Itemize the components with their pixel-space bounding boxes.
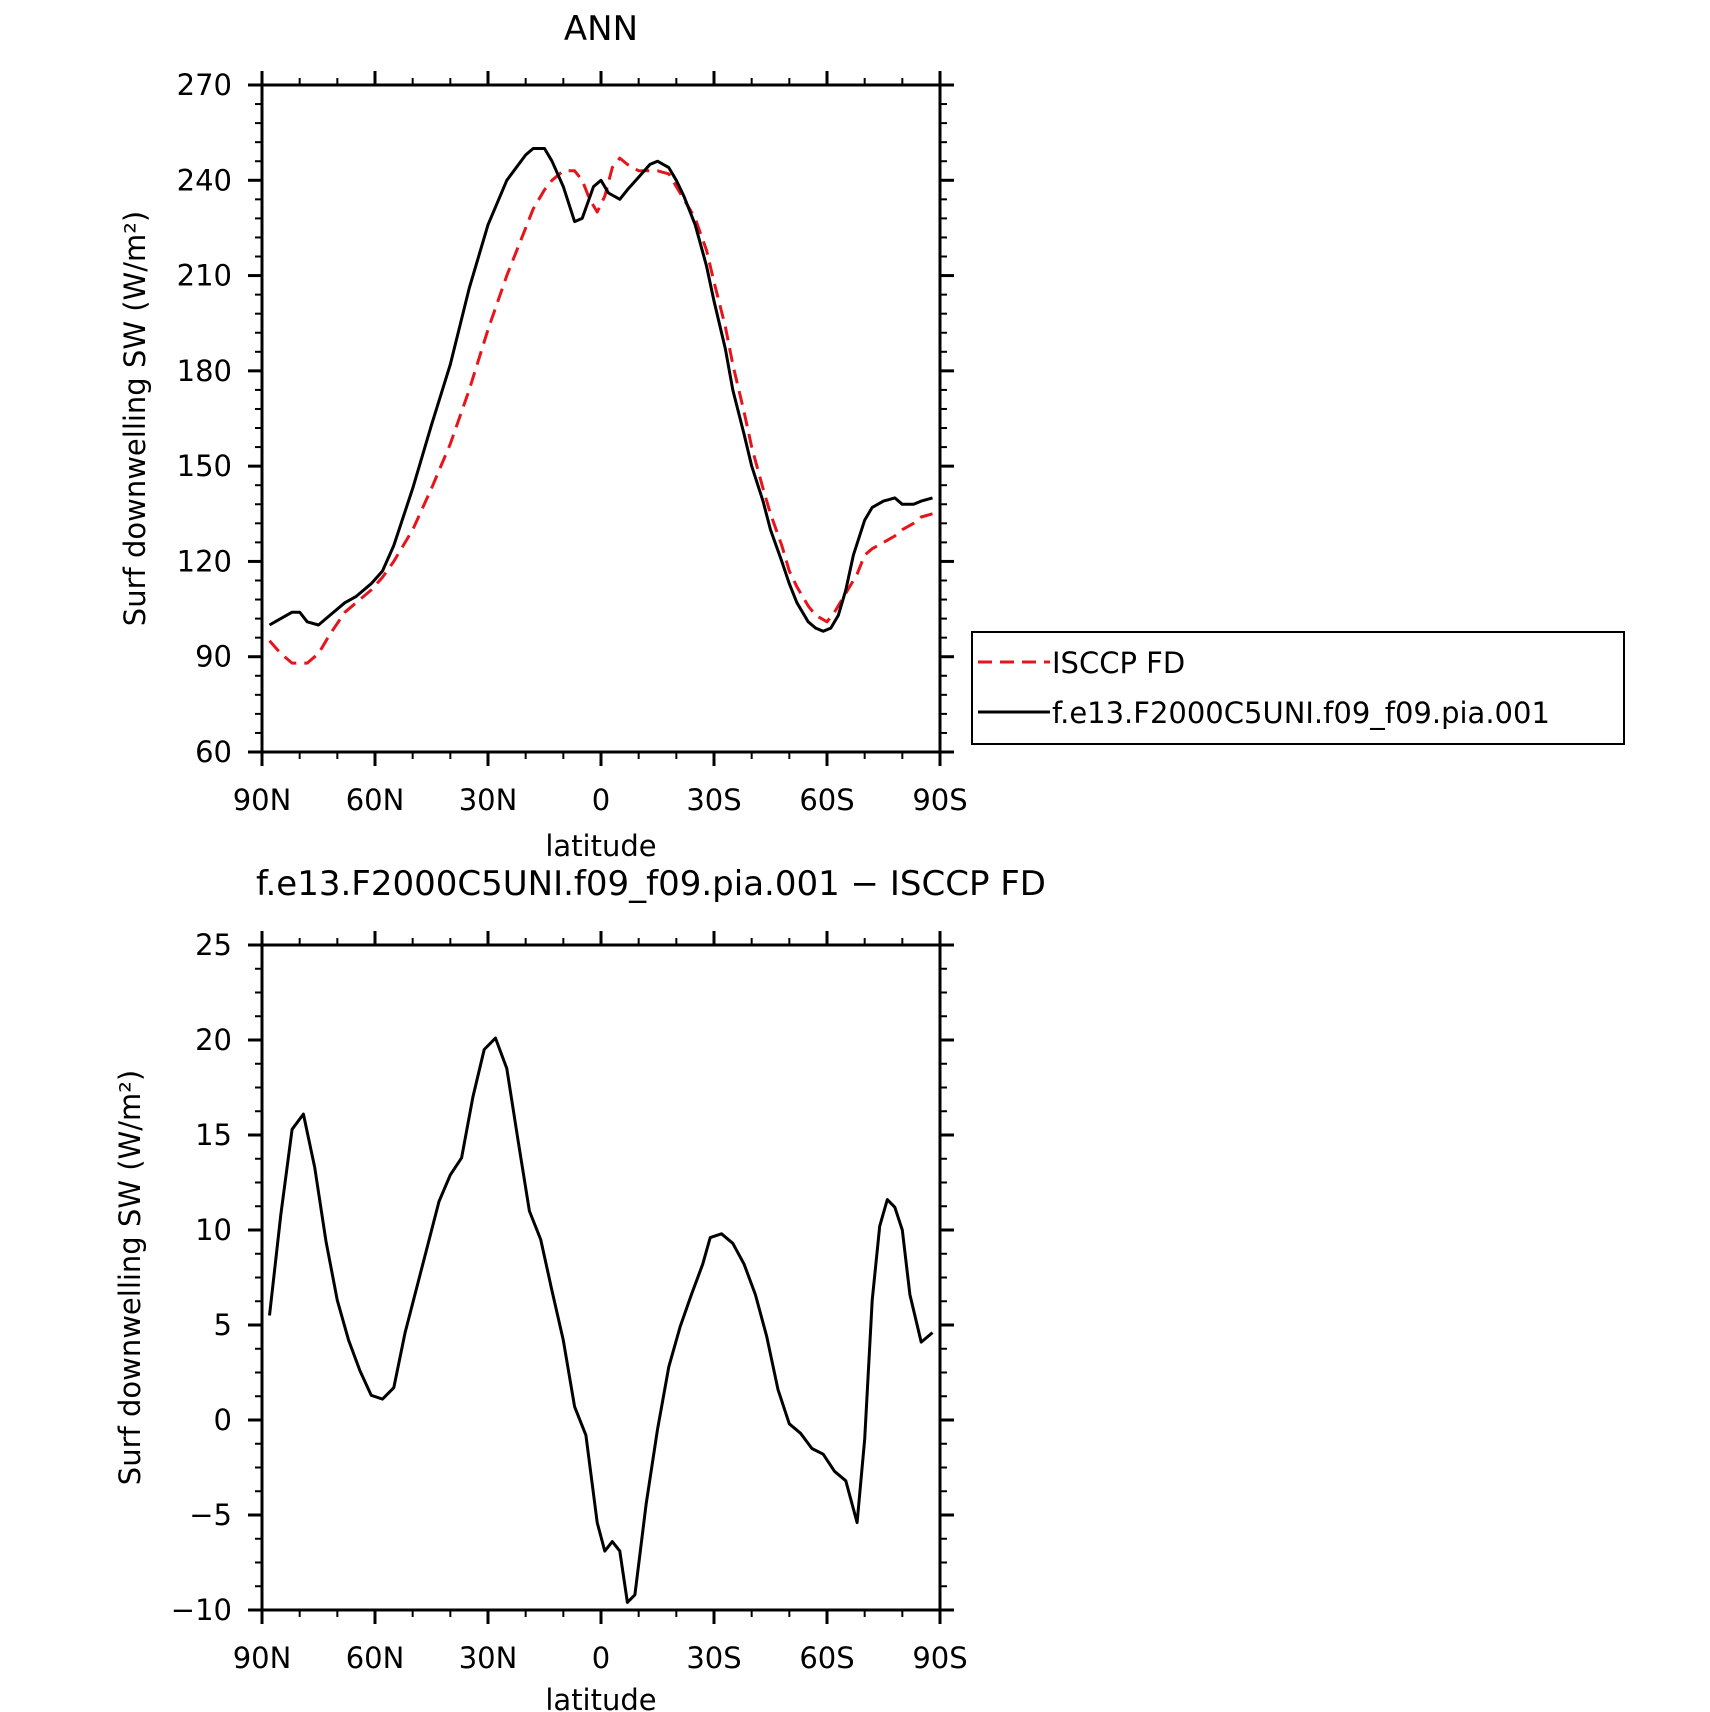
x-tick-label: 60N [346,783,405,817]
y-tick-label: 20 [195,1023,232,1057]
y-tick-label: 25 [195,928,232,962]
chart-title: f.e13.F2000C5UNI.f09_f09.pia.001 − ISCCP… [256,864,1046,904]
x-tick-label: 30S [686,1641,741,1675]
x-axis-label: latitude [545,1683,656,1712]
y-tick-label: 90 [195,640,232,674]
y-tick-label: 0 [214,1403,232,1437]
series-line-2 [268,147,933,633]
x-tick-label: 90S [912,1641,967,1675]
legend: ISCCP FD f.e13.F2000C5UNI.f09_f09.pia.001 [971,631,1625,745]
x-tick-label: 60S [799,783,854,817]
plot-frame [260,943,942,1612]
y-tick-label: −5 [189,1498,232,1532]
y-tick-label: 10 [195,1213,232,1247]
x-tick-label: 60S [799,1641,854,1675]
y-tick-label: 210 [177,259,232,293]
y-tick-label: 120 [177,544,232,578]
series-line-1 [268,1036,934,1604]
x-axis-label: latitude [545,829,656,863]
legend-label-2: f.e13.F2000C5UNI.f09_f09.pia.001 [1052,696,1550,730]
x-tick-label: 90N [233,783,292,817]
plot-frame [260,83,942,754]
x-tick-label: 30N [459,783,518,817]
y-tick-label: 5 [214,1308,232,1342]
y-tick-label: 150 [177,449,232,483]
x-tick-label: 60N [346,1641,405,1675]
legend-box [971,631,1625,745]
x-tick-label: 90N [233,1641,292,1675]
chart-panel-2: f.e13.F2000C5UNI.f09_f09.pia.001 − ISCCP… [113,864,1046,1712]
y-axis-label: Surf downwelling SW (W/m²) [118,211,152,626]
x-tick-label: 0 [592,783,610,817]
x-tick-label: 90S [912,783,967,817]
y-tick-label: 180 [177,354,232,388]
x-tick-label: 30S [686,783,741,817]
chart-title: ANN [564,9,638,49]
y-tick-label: 15 [195,1118,232,1152]
y-tick-label: 60 [195,735,232,769]
chart-panel-1: ANN 90N 60N 30N 0 30S 60S 90S 60 90 120 150 180 210 24… [118,9,1625,863]
y-tick-label: −10 [171,1593,232,1627]
y-axis-label: Surf downwelling SW (W/m²) [113,1070,147,1485]
y-tick-label: 240 [177,163,232,197]
y-tick-label: 270 [177,68,232,102]
x-tick-label: 0 [592,1641,610,1675]
legend-label-1: ISCCP FD [1052,646,1185,680]
x-tick-label: 30N [459,1641,518,1675]
